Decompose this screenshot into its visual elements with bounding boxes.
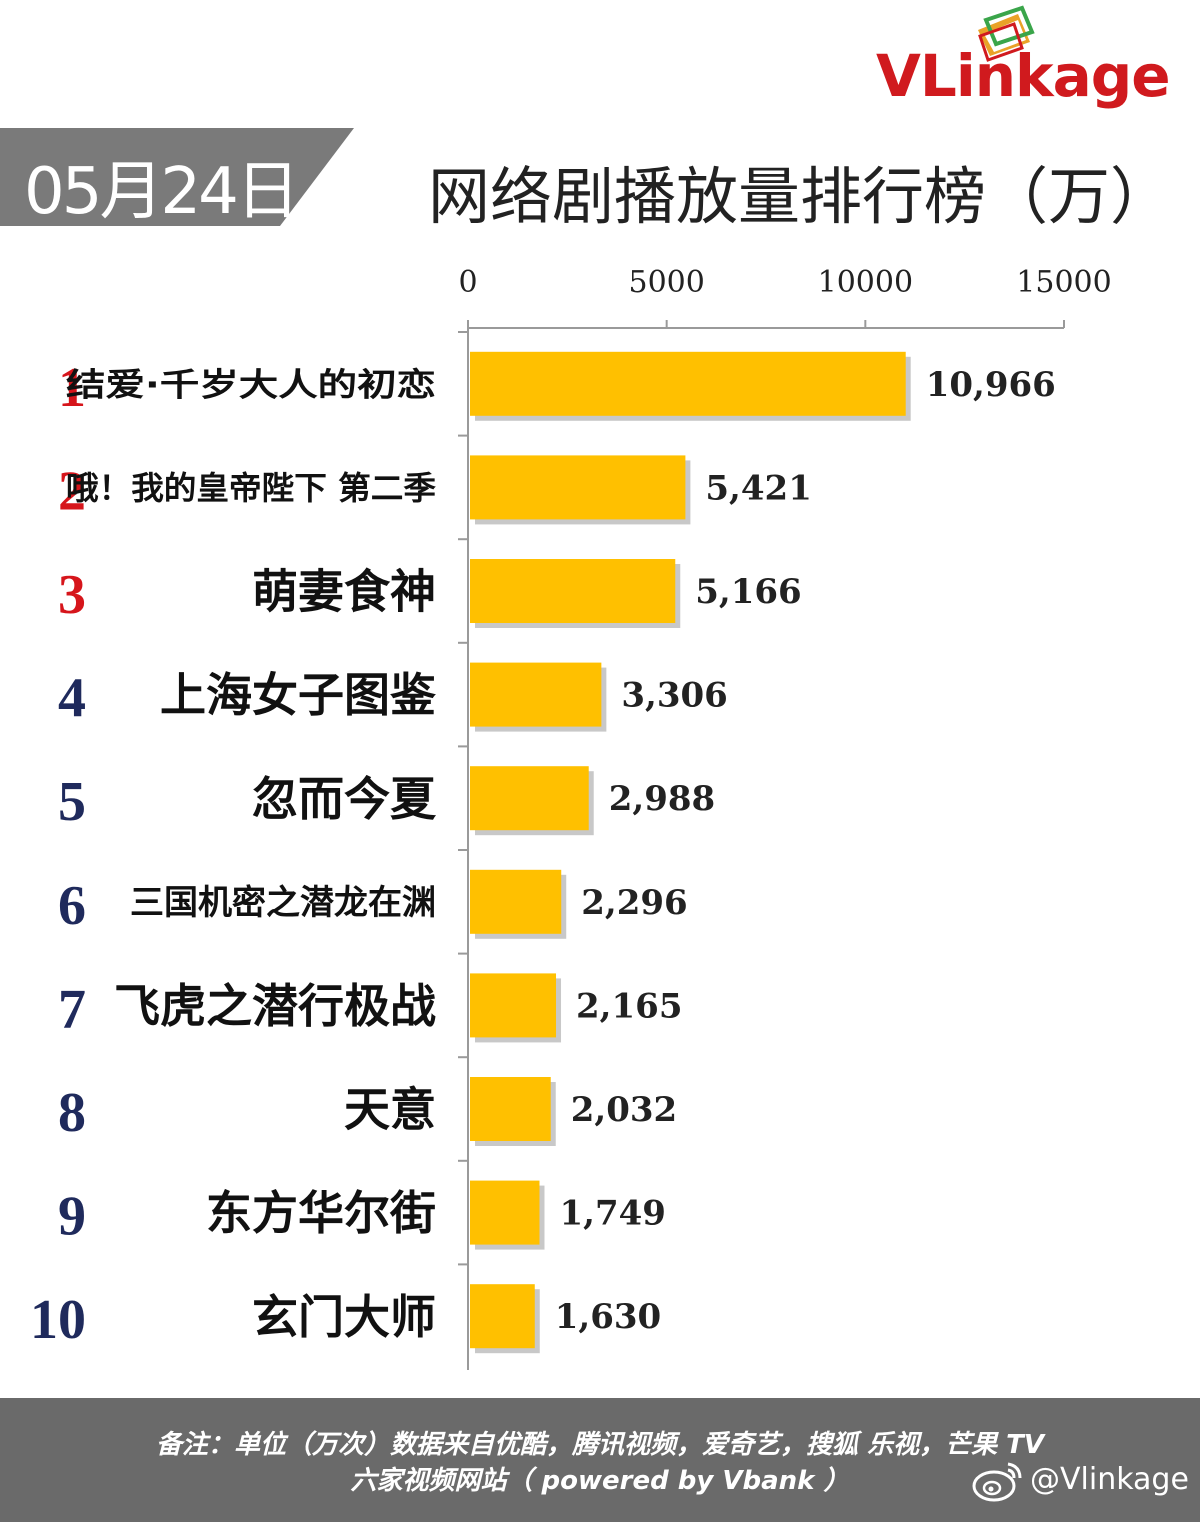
- rank-number: 3: [58, 564, 86, 626]
- x-tick-label: 5000: [628, 265, 704, 300]
- bar-chart: 0 5000 10000 15000 10,966 1结爱·千岁大人的初恋 5,421 2哦！…: [30, 265, 1112, 1370]
- chart-title: 网络剧播放量排行榜（万）: [428, 160, 1173, 233]
- category-label: 萌妻食神: [252, 565, 436, 619]
- rank-number: 2: [58, 460, 86, 522]
- category-label: 上海女子图鉴: [160, 668, 437, 722]
- bar: [470, 1077, 551, 1141]
- value-label: 1,630: [555, 1297, 661, 1337]
- weibo-icon: [972, 1462, 1022, 1502]
- footer-bar: 备注：单位（万次）数据来自优酷，腾讯视频，爱奇艺，搜狐 乐视，芒果 TV 六家视…: [0, 1398, 1200, 1522]
- date-label: 05月24日: [24, 155, 300, 229]
- vlinkage-logo-icon: [978, 5, 1035, 62]
- bar: [470, 455, 686, 520]
- value-label: 5,421: [705, 468, 811, 508]
- category-label: 哦！我的皇帝陛下 第二季: [66, 469, 436, 507]
- value-label: 2,988: [609, 779, 715, 819]
- bar: [470, 351, 906, 416]
- value-label: 2,032: [571, 1090, 677, 1130]
- bar: [470, 1284, 535, 1349]
- rank-number: 1: [58, 357, 86, 419]
- category-label: 飞虎之潜行极战: [114, 979, 436, 1033]
- rank-number: 8: [58, 1082, 86, 1144]
- footer-powered-by: 六家视频网站（ powered by Vbank ）: [350, 1466, 850, 1496]
- category-label: 玄门大师: [252, 1290, 436, 1344]
- x-tick-label: 15000: [1016, 265, 1111, 300]
- category-label: 三国机密之潜龙在渊: [130, 883, 436, 923]
- date-banner: [0, 128, 354, 226]
- rank-number: 5: [58, 771, 86, 833]
- weibo-handle: @Vlinkage: [1030, 1462, 1189, 1497]
- category-label: 结爱·千岁大人的初恋: [66, 365, 436, 403]
- value-label: 1,749: [559, 1194, 665, 1234]
- x-tick-label: 0: [458, 265, 477, 300]
- category-label: 东方华尔街: [206, 1186, 436, 1240]
- bar: [470, 869, 562, 934]
- bar: [470, 1180, 540, 1245]
- rank-number: 10: [30, 1289, 86, 1351]
- value-label: 2,165: [576, 986, 682, 1026]
- bar: [470, 559, 676, 623]
- value-label: 2,296: [581, 883, 687, 923]
- value-label: 5,166: [695, 572, 801, 612]
- x-tick-label: 10000: [818, 265, 913, 300]
- bar: [470, 973, 557, 1038]
- value-label: 10,966: [926, 365, 1056, 405]
- rank-number: 4: [58, 668, 86, 730]
- rank-number: 6: [58, 875, 86, 937]
- rank-number: 9: [58, 1186, 86, 1248]
- footer-note: 备注：单位（万次）数据来自优酷，腾讯视频，爱奇艺，搜狐 乐视，芒果 TV: [156, 1430, 1044, 1460]
- rank-number: 7: [58, 978, 86, 1040]
- category-label: 忽而今夏: [252, 772, 437, 826]
- category-label: 天意: [344, 1083, 436, 1137]
- bar: [470, 662, 602, 727]
- brand-logo-text: VLinkage: [876, 42, 1171, 110]
- bar: [470, 766, 589, 831]
- value-label: 3,306: [621, 676, 727, 716]
